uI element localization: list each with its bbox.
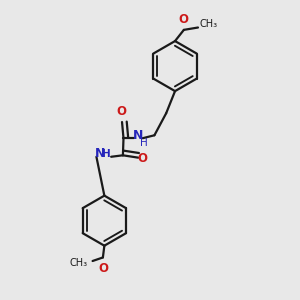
Text: O: O [98,262,108,275]
Text: O: O [137,152,147,165]
Text: O: O [179,13,189,26]
Text: CH₃: CH₃ [200,19,218,29]
Text: CH₃: CH₃ [70,258,88,268]
Text: O: O [116,105,126,118]
Text: H: H [102,149,110,159]
Text: N: N [95,147,105,160]
Text: H: H [140,138,148,148]
Text: N: N [133,129,143,142]
